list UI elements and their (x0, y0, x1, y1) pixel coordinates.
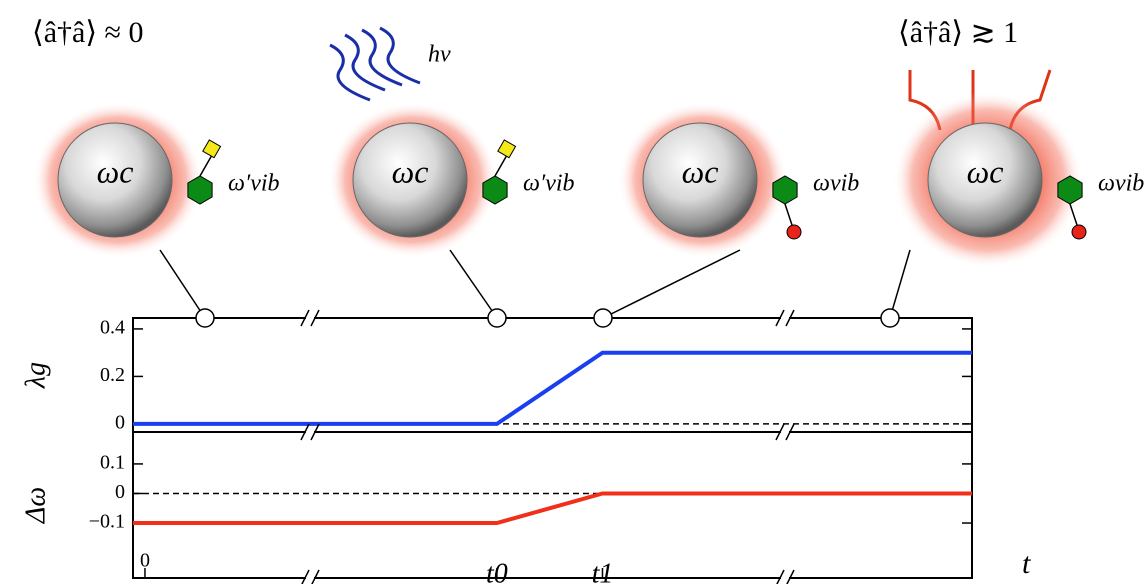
left-annotation: ⟨â†â⟩ ≈ 0 (32, 16, 144, 49)
y-axis-label: λg (20, 362, 51, 389)
plot-frame (133, 432, 972, 578)
x-tick-label: t0 (486, 558, 508, 584)
y-tick-label: 0.2 (100, 364, 125, 386)
x-tick-label: t1 (592, 558, 614, 584)
molecule-label: ωvib (1098, 171, 1144, 197)
right-annotation: ⟨â†â⟩ ≳ 1 (898, 16, 1018, 49)
x-axis-label: t (1022, 547, 1031, 580)
connector (160, 250, 205, 318)
cavity-label: ωc (392, 153, 429, 189)
atom (1072, 225, 1086, 239)
molecule-label: ω′vib (228, 171, 280, 197)
figure: ⟨â†â⟩ ≈ 0 hν ⟨â†â⟩ ≳ 1 ωc ω′vib ωc ω′vib ωc ω… (0, 0, 1144, 584)
bond (495, 155, 507, 176)
connector (450, 250, 497, 318)
y-tick-label: 0 (115, 481, 125, 503)
photon-arrows (330, 28, 420, 100)
atom (203, 140, 221, 158)
connector (603, 250, 740, 318)
data-line (133, 494, 972, 524)
axis-break-gap (781, 575, 789, 581)
y-tick-label: 0.4 (100, 317, 125, 339)
axis-break-gap (306, 575, 314, 581)
axis-break-gap (306, 315, 314, 321)
plot-frame (133, 318, 972, 432)
timeline-dot (488, 309, 506, 327)
atom (498, 140, 516, 158)
y-tick-label: 0 (115, 412, 125, 434)
timeline-dot (594, 309, 612, 327)
connector (890, 250, 910, 318)
axis-break-gap (781, 429, 789, 435)
axis-break-gap (306, 429, 314, 435)
y-axis-label: Δω (20, 487, 51, 524)
molecule-label: ω′vib (523, 171, 575, 197)
bond (200, 155, 212, 176)
cavity-label: ωc (682, 153, 719, 189)
timeline-dot (881, 309, 899, 327)
atom (787, 225, 801, 239)
cavity-label: ωc (97, 153, 134, 189)
x-tick-label: 0 (140, 550, 150, 572)
y-tick-label: −0.1 (89, 511, 125, 533)
photon-label: hν (428, 42, 451, 68)
y-tick-label: 0.1 (100, 452, 125, 474)
timeline-dot (196, 309, 214, 327)
bond (785, 204, 793, 228)
axis-break-gap (781, 315, 789, 321)
cavity-label: ωc (967, 153, 1004, 189)
molecule-label: ωvib (813, 171, 859, 197)
data-line (133, 353, 972, 424)
